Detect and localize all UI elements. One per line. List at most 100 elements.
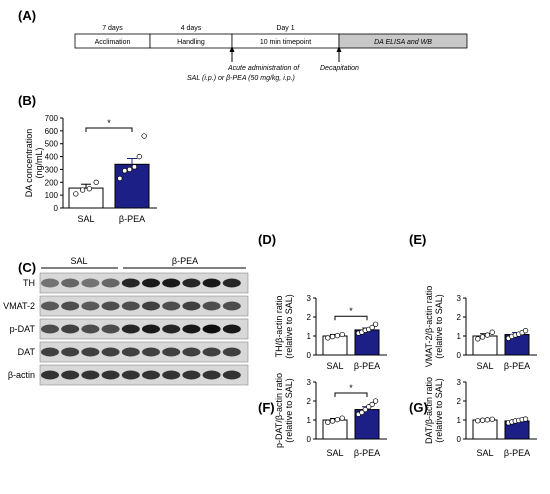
significance-star: * <box>107 118 111 128</box>
timeline-segment-label: DA ELISA and WB <box>374 39 432 46</box>
bar-chart: (F) 0 1 2 3 p-DAT/β-actin ratio (relative to S… <box>258 373 387 458</box>
y-tick-label: 0 <box>457 435 462 444</box>
panel-label: (G) <box>409 400 428 415</box>
y-tick-label: 3 <box>307 378 312 387</box>
timeline-segment-label: Acclimation <box>95 39 131 46</box>
data-point <box>329 418 336 424</box>
x-tick-label: SAL <box>326 448 343 458</box>
y-axis-label: VMAT-2/β-actin ratio <box>424 286 434 368</box>
blot-band <box>121 347 140 357</box>
y-tick-label: 1 <box>307 332 312 341</box>
data-point <box>369 401 375 408</box>
data-point <box>122 168 128 174</box>
y-axis-label-unit: (relative to SAL) <box>284 378 294 443</box>
y-tick-label: 3 <box>307 294 312 303</box>
y-tick-label: 0 <box>307 435 312 444</box>
blot-band <box>182 301 201 311</box>
blot-band <box>121 370 140 380</box>
blot-band <box>202 301 221 311</box>
data-point <box>141 133 147 139</box>
y-tick-label: 1 <box>307 416 312 425</box>
y-tick-label: 500 <box>45 140 59 149</box>
timeline-duration: 4 days <box>181 25 202 32</box>
timeline-segment-label: Handling <box>177 39 205 46</box>
data-point <box>86 186 93 192</box>
blot-band <box>162 278 181 288</box>
panel-label-a: (A) <box>18 8 36 23</box>
blot-row-label: VMAT-2 <box>3 301 35 311</box>
y-tick-label: 0 <box>307 351 312 360</box>
y-tick-label: 400 <box>45 153 59 162</box>
blot-band <box>41 347 59 357</box>
bar-sal <box>68 187 104 209</box>
decap-arrow-head <box>336 46 342 52</box>
blot-row-label: p-DAT <box>10 324 36 334</box>
blot-band <box>41 301 59 311</box>
data-point <box>126 166 133 173</box>
blot-band <box>61 278 80 288</box>
blot-band <box>41 278 59 288</box>
data-point <box>93 179 99 185</box>
group-label-pea: β-PEA <box>172 256 198 266</box>
bar-pea <box>114 163 150 209</box>
blot-band <box>81 301 100 311</box>
y-axis-label: TH/β-actin ratio <box>274 296 284 358</box>
y-tick-label: 2 <box>457 397 462 406</box>
blot-band <box>142 324 160 334</box>
data-point <box>131 164 138 170</box>
admin-arrow-head <box>229 46 235 52</box>
data-point <box>329 333 336 340</box>
blot-band <box>142 370 160 380</box>
y-axis-label: p-DAT/β-actin ratio <box>274 373 284 448</box>
significance-bracket <box>334 315 368 321</box>
blot-row-label: TH <box>23 278 35 288</box>
bar-chart: (G) 0 1 2 3 DAT/β-actin ratio (relative to SAL… <box>409 377 537 458</box>
significance-bracket <box>334 392 368 397</box>
x-tick-label: SAL <box>326 361 343 371</box>
data-point <box>475 336 481 342</box>
blot-band <box>81 278 100 288</box>
y-tick-label: 0 <box>457 351 462 360</box>
blot-band <box>101 324 120 334</box>
timeline-segment <box>338 33 468 49</box>
blot-band <box>101 370 120 380</box>
blot-band <box>101 278 120 288</box>
panel-label: (D) <box>258 232 276 247</box>
blot-band <box>61 301 80 311</box>
blot-band <box>81 370 100 380</box>
blot-band <box>142 301 160 311</box>
data-point <box>484 417 491 423</box>
data-point <box>73 191 79 197</box>
blot-band <box>222 370 241 380</box>
blot-band <box>162 347 181 357</box>
y-tick-label: 700 <box>45 114 59 123</box>
group-label-sal: SAL <box>70 256 87 266</box>
x-tick-label: β-PEA <box>504 361 530 371</box>
data-point <box>136 153 142 160</box>
significance-star: * <box>349 306 353 316</box>
data-point <box>522 328 529 334</box>
data-point <box>362 406 368 413</box>
blot-band <box>142 278 160 288</box>
y-axis-label-unit: (relative to SAL) <box>284 294 294 359</box>
blot-row-label: β-actin <box>8 370 35 380</box>
blot-band <box>61 324 80 334</box>
data-point <box>475 418 481 424</box>
blot-band <box>222 301 241 311</box>
blot-band <box>101 301 120 311</box>
data-point <box>325 419 331 425</box>
data-point <box>522 416 529 422</box>
data-point <box>489 416 495 422</box>
blot-band <box>61 370 80 380</box>
data-point <box>479 334 486 340</box>
y-tick-label: 1 <box>457 332 462 341</box>
data-point <box>479 417 486 423</box>
blot-band <box>121 278 140 288</box>
x-tick-label: β-PEA <box>354 361 380 371</box>
blot-band <box>61 347 80 357</box>
y-tick-label: 2 <box>307 313 312 322</box>
y-tick-label: 100 <box>45 191 59 200</box>
y-axis-label: DAT/β-actin ratio <box>424 377 434 444</box>
blot-band <box>202 278 221 288</box>
panel-label: (E) <box>409 232 426 247</box>
